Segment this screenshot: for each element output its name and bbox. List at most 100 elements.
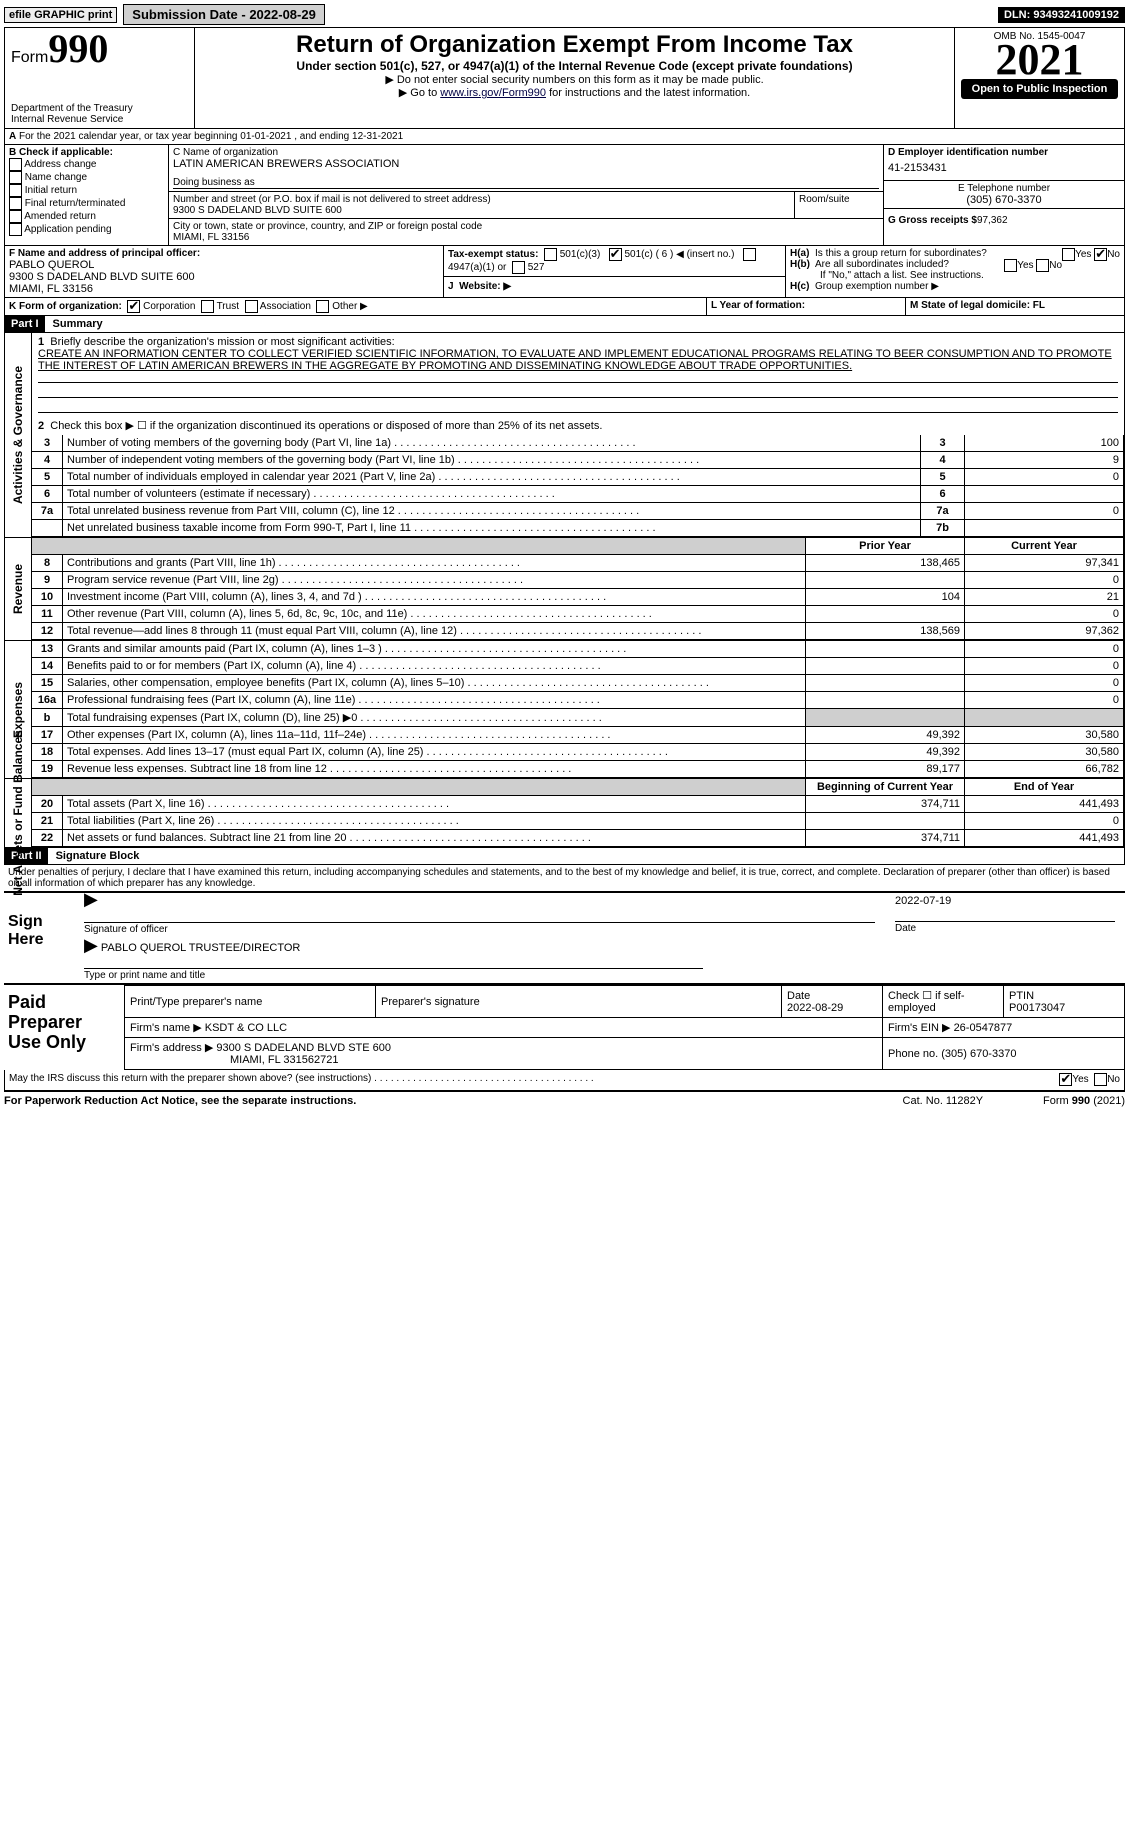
hc: Group exemption number ▶ xyxy=(815,281,939,292)
q1: Briefly describe the organization's miss… xyxy=(50,336,394,348)
part1-tag: Part I xyxy=(5,316,45,332)
hb-yes[interactable] xyxy=(1004,259,1017,272)
dba-label: Doing business as xyxy=(173,177,879,189)
sig-officer-lbl: Signature of officer xyxy=(84,922,875,935)
checkbox-icon[interactable] xyxy=(9,210,22,223)
date-lbl: Date xyxy=(895,921,1115,934)
pp-date-l: Date xyxy=(787,990,810,1002)
sub3-post: for instructions and the latest informat… xyxy=(546,87,750,99)
h-if: If "No," attach a list. See instructions… xyxy=(790,270,1120,281)
governance: Activities & Governance 1 Briefly descri… xyxy=(4,333,1125,538)
checkbox-icon[interactable] xyxy=(9,223,22,236)
no1: No xyxy=(1107,249,1120,260)
street: 9300 S DADELAND BLVD SUITE 600 xyxy=(173,205,790,216)
gov-line: Net unrelated business taxable income fr… xyxy=(32,520,1124,537)
officer-addr2: MIAMI, FL 33156 xyxy=(9,283,439,295)
k3: Association xyxy=(260,301,311,312)
b-item: Address change xyxy=(9,158,164,171)
g-label: G Gross receipts $ xyxy=(888,215,977,226)
b-item: Initial return xyxy=(9,184,164,197)
city: MIAMI, FL 33156 xyxy=(173,232,879,243)
instructions-link[interactable]: www.irs.gov/Form990 xyxy=(440,87,546,99)
fa1: 9300 S DADELAND BLVD STE 600 xyxy=(216,1042,391,1054)
arrow-icon: ▶ xyxy=(84,889,98,909)
expenses: Expenses 13Grants and similar amounts pa… xyxy=(4,641,1125,779)
q2: Check this box ▶ ☐ if the organization d… xyxy=(50,420,602,432)
checkbox-icon[interactable] xyxy=(9,171,22,184)
line-a: A For the 2021 calendar year, or tax yea… xyxy=(4,129,1125,145)
balances: Net Assets or Fund Balances Beginning of… xyxy=(4,779,1125,848)
foot-r: Form 990 (2021) xyxy=(1043,1095,1125,1107)
e-label: E Telephone number xyxy=(888,183,1120,194)
paid-preparer: Paid Preparer Use Only Print/Type prepar… xyxy=(4,983,1125,1070)
form-header: Form990 Department of the Treasury Inter… xyxy=(4,27,1125,129)
fin-line: 13Grants and similar amounts paid (Part … xyxy=(32,641,1124,658)
sign-here: Sign Here xyxy=(4,893,74,983)
k-other[interactable] xyxy=(316,300,329,313)
ha: Is this a group return for subordinates? xyxy=(815,248,987,259)
cbx-501c3[interactable] xyxy=(544,248,557,261)
fin-line: 9Program service revenue (Part VIII, lin… xyxy=(32,572,1124,589)
tax-year: 2021 xyxy=(961,42,1118,77)
may-no[interactable] xyxy=(1094,1073,1107,1086)
part2-header: Part II Signature Block xyxy=(4,848,1125,865)
b-item: Final return/terminated xyxy=(9,197,164,210)
sign-block: Sign Here ▶ Signature of officer 2022-07… xyxy=(4,891,1125,983)
pp-check: Check ☐ if self-employed xyxy=(883,986,1004,1018)
foot-l: For Paperwork Reduction Act Notice, see … xyxy=(4,1095,356,1107)
may-yes[interactable] xyxy=(1059,1073,1072,1086)
period: For the 2021 calendar year, or tax year … xyxy=(19,131,403,142)
may-text: May the IRS discuss this return with the… xyxy=(9,1073,789,1084)
gov-line: 7aTotal unrelated business revenue from … xyxy=(32,503,1124,520)
cbx-501c[interactable] xyxy=(609,248,622,261)
sub3: ▶ Go to www.irs.gov/Form990 for instruct… xyxy=(201,86,948,99)
ein-lbl: Firm's EIN ▶ xyxy=(888,1022,951,1034)
checkbox-icon[interactable] xyxy=(9,184,22,197)
fin-line: 17Other expenses (Part IX, column (A), l… xyxy=(32,727,1124,744)
k2: Trust xyxy=(217,301,239,312)
cbx-527[interactable] xyxy=(512,261,525,274)
may-discuss: May the IRS discuss this return with the… xyxy=(4,1070,1125,1091)
room-label: Room/suite xyxy=(795,192,883,218)
fin-line: 14Benefits paid to or for members (Part … xyxy=(32,658,1124,675)
officer-name: PABLO QUEROL xyxy=(9,259,439,271)
fa-lbl: Firm's address ▶ xyxy=(130,1042,213,1054)
dln: DLN: 93493241009192 xyxy=(998,7,1125,23)
yes2: Yes xyxy=(1017,260,1033,271)
declaration: Under penalties of perjury, I declare th… xyxy=(4,865,1125,891)
ein: 41-2153431 xyxy=(888,158,1120,178)
fin-line: 12Total revenue—add lines 8 through 11 (… xyxy=(32,623,1124,640)
no2: No xyxy=(1049,260,1062,271)
footer: For Paperwork Reduction Act Notice, see … xyxy=(4,1091,1125,1107)
checkbox-icon[interactable] xyxy=(9,158,22,171)
i2: 501(c) ( 6 ) ◀ (insert no.) xyxy=(624,249,734,260)
efile-tag: efile GRAPHIC print xyxy=(4,7,117,23)
firm-lbl: Firm's name ▶ xyxy=(130,1022,202,1034)
ha-no[interactable] xyxy=(1094,248,1107,261)
k-corp[interactable] xyxy=(127,300,140,313)
i4: 527 xyxy=(528,262,545,273)
arrow-icon2: ▶ xyxy=(84,935,98,955)
ha-yes[interactable] xyxy=(1062,248,1075,261)
hb-no[interactable] xyxy=(1036,259,1049,272)
checkbox-icon[interactable] xyxy=(9,197,22,210)
submission-btn[interactable]: Submission Date - 2022-08-29 xyxy=(123,4,325,25)
part1-header: Part I Summary xyxy=(4,316,1125,333)
d-label: D Employer identification number xyxy=(888,147,1120,158)
fin-line: bTotal fundraising expenses (Part IX, co… xyxy=(32,709,1124,727)
k-trust[interactable] xyxy=(201,300,214,313)
ha-l: H(a) xyxy=(790,248,809,259)
hb: Are all subordinates included? xyxy=(815,259,949,270)
fin-line: 16aProfessional fundraising fees (Part I… xyxy=(32,692,1124,709)
city-label: City or town, state or province, country… xyxy=(173,221,879,232)
foot-c: Cat. No. 11282Y xyxy=(903,1095,984,1107)
sub2: ▶ Do not enter social security numbers o… xyxy=(201,73,948,86)
cbx-4947[interactable] xyxy=(743,248,756,261)
addr-label: Number and street (or P.O. box if mail i… xyxy=(173,194,790,205)
b-item: Amended return xyxy=(9,210,164,223)
k-assoc[interactable] xyxy=(245,300,258,313)
sec-bal: Net Assets or Fund Balances xyxy=(11,730,25,896)
gov-line: 4Number of independent voting members of… xyxy=(32,452,1124,469)
mission: CREATE AN INFORMATION CENTER TO COLLECT … xyxy=(38,348,1112,372)
pp-sig-lbl: Preparer's signature xyxy=(376,986,782,1018)
